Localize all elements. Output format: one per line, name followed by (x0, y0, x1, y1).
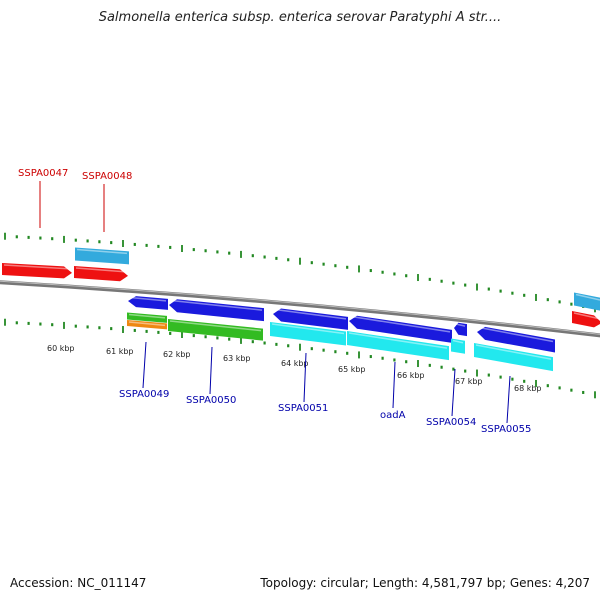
gene-sspa0048-cds (75, 247, 129, 265)
gene-right-sky-block (574, 292, 600, 311)
genome-title: Salmonella enterica subsp. enterica sero… (98, 10, 502, 25)
scale-label: 67 kbp (455, 377, 483, 386)
gene-label-leader (451, 368, 456, 417)
gene-sspa0055-arrow-highlight (478, 326, 554, 343)
gene-label: oadA (380, 410, 406, 421)
gene-sspa0053-arrow (454, 322, 467, 337)
gene-label: SSPA0048 (82, 171, 132, 182)
genome-backbone-highlight (0, 280, 600, 335)
scale-label: 65 kbp (338, 365, 366, 374)
gene-oada-cds (347, 331, 449, 361)
gene-sspa0047-arrow (2, 263, 72, 279)
gene-right-red-arrow-highlight (573, 312, 600, 320)
gene-right-red-arrow (572, 311, 600, 328)
gene-features (2, 247, 600, 372)
scale-label: 62 kbp (163, 350, 191, 359)
gene-right-sky-block-highlight (575, 293, 600, 301)
gene-sspa0048-arrow (74, 266, 128, 282)
gene-sspa0049-orange-highlight (128, 321, 166, 327)
gene-sspa0049-arrow (128, 296, 168, 310)
topology-label: Topology: circular; Length: 4,581,797 bp… (260, 576, 590, 590)
gene-sspa0053-arrow-highlight (455, 323, 466, 327)
gene-sspa0050-arrow-highlight (170, 299, 263, 311)
gene-sspa0051-arrow (273, 308, 348, 330)
outer-tick-marks (4, 232, 596, 313)
inner-tick-marks (4, 318, 596, 399)
gene-sspa0048-arrow-highlight (75, 267, 127, 273)
gene-label-leader (506, 375, 511, 424)
gene-sspa0055-cds-highlight (475, 344, 552, 360)
accession-label: Accession: NC_011147 (10, 576, 147, 590)
gene-label: SSPA0047 (18, 168, 68, 179)
gene-label: SSPA0050 (186, 395, 236, 406)
gene-sspa0050-arrow (169, 299, 264, 322)
gene-sspa0055-cds (474, 343, 553, 372)
gene-sspa0051-cds-highlight (271, 323, 345, 335)
gene-sspa0054-cds (451, 338, 465, 354)
gene-sspa0055-arrow (477, 326, 555, 353)
gene-sspa0049-green (127, 312, 167, 323)
gene-sspa0048-cds-highlight (76, 248, 128, 255)
gene-oada-arrow-highlight (350, 315, 451, 333)
gene-sspa0051-cds (270, 322, 346, 346)
gene-label-leader (392, 361, 396, 409)
gene-sspa0049-orange (127, 320, 167, 330)
gene-label: SSPA0049 (119, 389, 169, 400)
gene-label: SSPA0055 (481, 424, 531, 435)
genome-backbone (0, 280, 600, 338)
gene-sspa0050-green (168, 319, 263, 341)
scale-label: 66 kbp (397, 371, 425, 380)
gene-sspa0049-green-highlight (128, 313, 166, 319)
gene-labels: SSPA0047 SSPA0048 SSPA0049 SSPA0050 SSPA0051… (18, 168, 531, 435)
scale-labels: 60 kbp 61 kbp 62 kbp 63 kbp 64 kbp 65 kbp 66 k… (47, 344, 542, 393)
gene-label-leader (209, 346, 213, 395)
gene-label-leader (142, 341, 147, 389)
scale-label: 60 kbp (47, 344, 75, 353)
gene-sspa0050-green-highlight (169, 320, 262, 332)
gene-sspa0047-arrow-highlight (3, 264, 71, 270)
scale-label: 68 kbp (514, 384, 542, 393)
gene-sspa0051-arrow-highlight (274, 308, 347, 320)
gene-sspa0054-cds-highlight (452, 339, 464, 344)
gene-label: SSPA0051 (278, 403, 328, 414)
scale-label: 61 kbp (106, 347, 134, 356)
gene-oada-cds-highlight (348, 332, 448, 349)
gene-label: SSPA0054 (426, 417, 476, 428)
scale-label: 64 kbp (281, 359, 309, 368)
gene-oada-arrow (349, 315, 452, 343)
gene-sspa0049-arrow-highlight (129, 296, 167, 302)
gene-label-leader (303, 352, 307, 403)
scale-label: 63 kbp (223, 354, 251, 363)
